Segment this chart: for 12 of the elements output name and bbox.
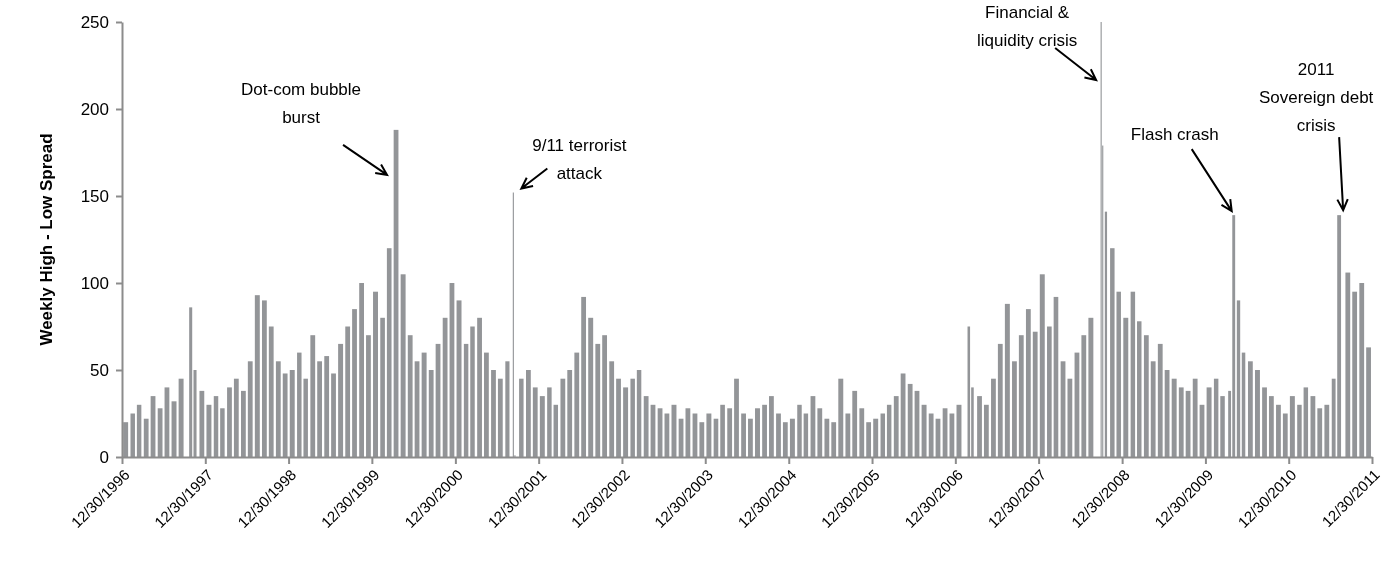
annotation: Financial & liquidity crisis — [977, 3, 1078, 50]
y-tick-label: 50 — [90, 360, 109, 380]
y-axis-title: Weekly High - Low Spread — [37, 133, 56, 346]
annotation: 9/11 terrorist attack — [532, 135, 627, 183]
y-tick-label: 150 — [80, 186, 109, 206]
annotation: Flash crash — [1130, 125, 1219, 145]
y-tick-label: 100 — [80, 273, 109, 293]
annotation: Dot-com bubble burst — [241, 79, 362, 127]
y-tick-label: 250 — [80, 12, 109, 32]
annotation: 2011 Sovereign debt crisis — [1258, 60, 1374, 136]
y-tick-label: 200 — [80, 99, 109, 119]
y-tick-label: 0 — [99, 447, 109, 467]
